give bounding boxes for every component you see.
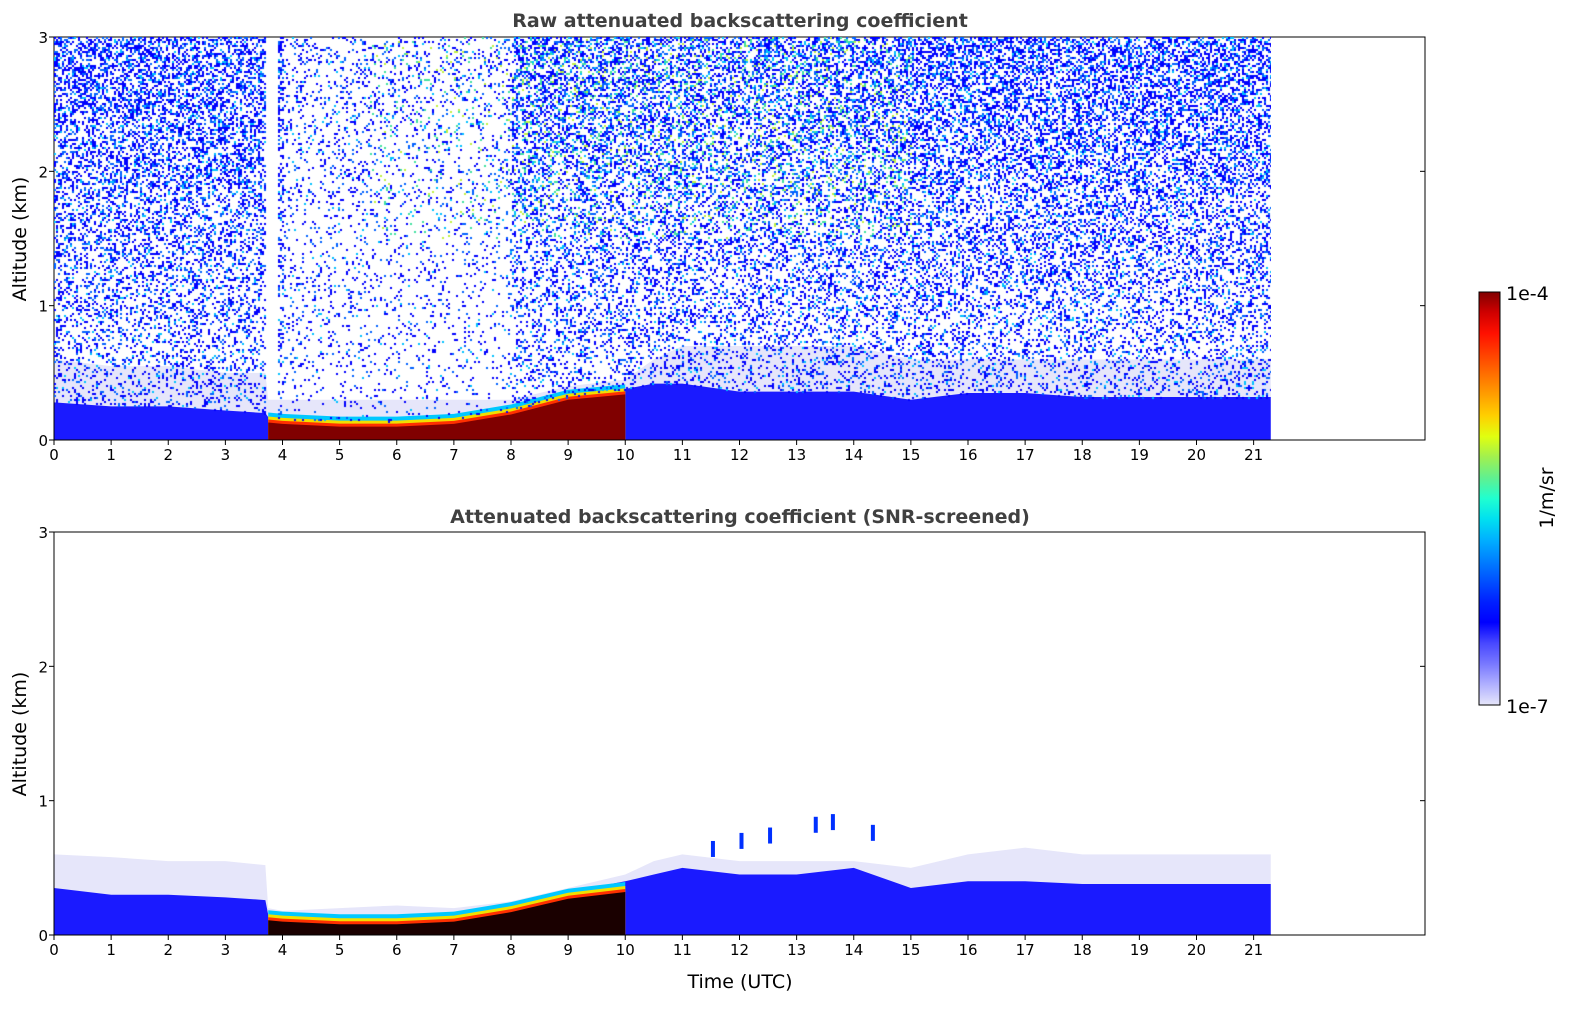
cloud-patch — [870, 824, 875, 841]
x-tick-label: 19 — [1130, 941, 1149, 959]
cloud-patch — [710, 840, 715, 857]
x-tick-label: 0 — [49, 941, 59, 959]
x-tick-label: 5 — [335, 941, 345, 959]
x-tick-label: 6 — [392, 941, 402, 959]
x-axis-label: Time (UTC) — [686, 971, 792, 993]
y-tick-label: 1 — [38, 793, 48, 811]
x-tick-label: 15 — [901, 941, 920, 959]
y-tick-label: 0 — [38, 927, 48, 945]
x-tick-label: 18 — [1073, 941, 1092, 959]
x-tick-label: 20 — [1187, 446, 1206, 464]
cloud-patch — [739, 832, 744, 849]
x-tick-label: 21 — [1244, 941, 1263, 959]
x-tick-label: 2 — [163, 941, 173, 959]
x-tick-label: 10 — [616, 446, 635, 464]
x-tick-label: 5 — [335, 446, 345, 464]
x-tick-label: 0 — [49, 446, 59, 464]
x-tick-label: 9 — [563, 446, 573, 464]
x-tick-label: 4 — [278, 941, 288, 959]
panel-title-raw: Raw attenuated backscattering coefficien… — [512, 10, 968, 32]
y-axis-label-screened: Altitude (km) — [9, 672, 31, 797]
colorbar-gradient — [1478, 291, 1501, 706]
y-tick-label: 3 — [38, 524, 48, 542]
x-tick-label: 3 — [221, 941, 231, 959]
y-tick-label: 2 — [38, 163, 48, 181]
x-tick-label: 1 — [106, 446, 116, 464]
x-tick-label: 16 — [958, 446, 977, 464]
colorbar-min-label: 1e-7 — [1506, 696, 1549, 718]
colorbar-max-label: 1e-4 — [1506, 283, 1549, 305]
y-tick-label: 0 — [38, 432, 48, 450]
x-tick-label: 21 — [1244, 446, 1263, 464]
x-tick-label: 11 — [673, 941, 692, 959]
y-axis-label-raw: Altitude (km) — [9, 177, 31, 302]
x-tick-label: 12 — [730, 446, 749, 464]
y-tick-label: 3 — [38, 29, 48, 47]
x-tick-label: 12 — [730, 941, 749, 959]
x-tick-label: 18 — [1073, 446, 1092, 464]
cloud-patch — [768, 827, 773, 844]
x-tick-label: 14 — [844, 446, 863, 464]
cloud-patch — [830, 814, 835, 831]
y-tick-label: 2 — [38, 658, 48, 676]
raw-noise-texture — [54, 37, 1271, 440]
y-tick-label: 1 — [38, 298, 48, 316]
x-tick-label: 15 — [901, 446, 920, 464]
x-tick-label: 17 — [1016, 446, 1035, 464]
x-tick-label: 4 — [278, 446, 288, 464]
x-tick-label: 13 — [787, 446, 806, 464]
x-tick-label: 9 — [563, 941, 573, 959]
x-tick-label: 14 — [844, 941, 863, 959]
x-tick-label: 11 — [673, 446, 692, 464]
x-tick-label: 19 — [1130, 446, 1149, 464]
x-tick-label: 20 — [1187, 941, 1206, 959]
panel-title-screened: Attenuated backscattering coefficient (S… — [450, 506, 1030, 528]
x-tick-label: 7 — [449, 446, 459, 464]
colorbar: 1e-4 1e-7 1/m/sr — [1478, 283, 1558, 718]
x-tick-label: 8 — [506, 941, 516, 959]
x-tick-label: 1 — [106, 941, 116, 959]
x-tick-label: 8 — [506, 446, 516, 464]
x-tick-label: 16 — [958, 941, 977, 959]
x-tick-label: 6 — [392, 446, 402, 464]
strong-layer-core — [268, 892, 626, 935]
x-tick-label: 3 — [221, 446, 231, 464]
x-tick-label: 13 — [787, 941, 806, 959]
cloud-patch — [813, 816, 818, 833]
x-tick-label: 17 — [1016, 941, 1035, 959]
x-tick-label: 2 — [163, 446, 173, 464]
x-tick-label: 10 — [616, 941, 635, 959]
x-tick-label: 7 — [449, 941, 459, 959]
colorbar-unit-label: 1/m/sr — [1536, 467, 1558, 528]
